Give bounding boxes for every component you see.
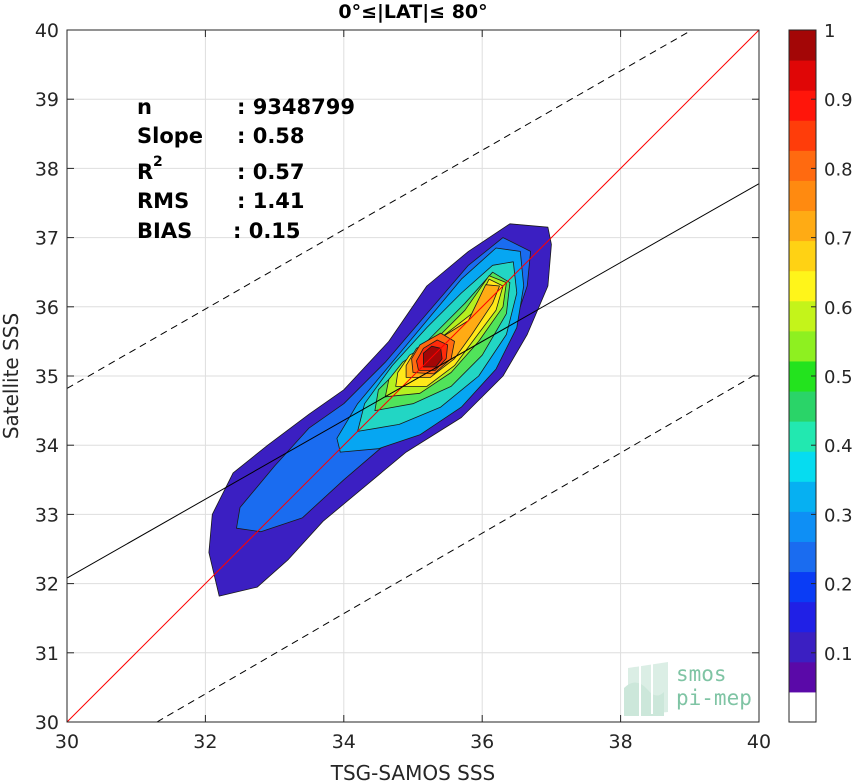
stat-value-n: : 9348799 xyxy=(237,95,355,119)
colorbar-segment-15 xyxy=(789,240,816,272)
y-tick-label-3: 33 xyxy=(35,504,59,526)
colorbar-tick-label-3: 0.4 xyxy=(824,436,853,457)
y-tick-label-1: 31 xyxy=(35,643,59,665)
colorbar: 0.1 0.2 0.3 0.4 0.5 0.6 0.7 0.8 0.9 1 xyxy=(788,21,853,723)
x-tick-label-3: 36 xyxy=(470,731,494,753)
colorbar-segment-20 xyxy=(789,90,816,121)
stats-box: n : 9348799 Slope : 0.58 R 2 : 0.57 RMS … xyxy=(137,95,355,243)
stat-sup-r2: 2 xyxy=(153,154,163,170)
chart-title: 0°≤|LAT|≤ 80° xyxy=(338,1,487,23)
colorbar-tick-label-9: 1 xyxy=(824,21,835,42)
colorbar-segment-4 xyxy=(789,571,816,603)
stat-key-r2: R xyxy=(137,160,153,184)
stat-value-rms: : 1.41 xyxy=(237,189,305,213)
y-tick-label-0: 30 xyxy=(35,712,59,734)
colorbar-tick-label-6: 0.7 xyxy=(824,229,853,250)
axis-ticks: 30 32 34 36 38 40 30 31 32 33 34 35 36 37 38 39 40 xyxy=(35,20,771,753)
logo-text-line1: smos xyxy=(676,662,727,686)
stat-value-slope: : 0.58 xyxy=(237,124,305,148)
colorbar-segment-13 xyxy=(789,300,816,332)
colorbar-tick-label-5: 0.6 xyxy=(824,298,853,319)
x-tick-label-0: 30 xyxy=(55,731,79,753)
colorbar-segment-14 xyxy=(789,270,816,302)
stat-value-r2: : 0.57 xyxy=(237,160,305,184)
colorbar-tick-label-0: 0.1 xyxy=(824,644,853,665)
colorbar-tick-label-1: 0.2 xyxy=(824,575,853,596)
colorbar-segment-12 xyxy=(789,330,816,362)
stat-value-bias: : 0.15 xyxy=(233,219,301,243)
colorbar-segment-16 xyxy=(789,210,816,242)
colorbar-segment-8 xyxy=(789,451,816,482)
y-axis-label: Satellite SSS xyxy=(0,313,23,439)
stat-key-rms: RMS xyxy=(137,189,189,213)
colorbar-tick-label-8: 0.9 xyxy=(824,90,853,111)
y-tick-label-8: 38 xyxy=(35,158,59,180)
colorbar-segment-2 xyxy=(789,631,816,663)
x-axis-label: TSG-SAMOS SSS xyxy=(330,761,496,784)
stat-key-n: n xyxy=(137,95,152,119)
colorbar-segment-6 xyxy=(789,511,816,542)
colorbar-segment-0 xyxy=(789,691,816,723)
colorbar-segment-9 xyxy=(789,421,816,452)
y-tick-label-10: 40 xyxy=(35,20,59,42)
regression-line xyxy=(67,183,759,579)
colorbar-segment-3 xyxy=(789,601,816,633)
x-tick-label-2: 34 xyxy=(332,731,356,753)
y-tick-label-6: 36 xyxy=(35,297,59,319)
y-tick-label-2: 32 xyxy=(35,574,59,596)
colorbar-tick-label-7: 0.8 xyxy=(824,159,853,180)
identity-line xyxy=(67,30,759,722)
density-contours xyxy=(208,223,552,597)
x-tick-label-1: 32 xyxy=(193,731,217,753)
stat-key-bias: BIAS xyxy=(137,219,192,243)
smos-pi-mep-logo: smos pi-mep xyxy=(624,662,752,716)
reference-lines xyxy=(67,30,759,722)
colorbar-tick-label-4: 0.5 xyxy=(824,367,853,388)
colorbar-segment-5 xyxy=(789,541,816,573)
colorbar-segment-1 xyxy=(789,661,816,693)
colorbar-segment-18 xyxy=(789,150,816,181)
colorbar-tick-label-2: 0.3 xyxy=(824,505,853,526)
y-tick-label-5: 35 xyxy=(35,366,59,388)
colorbar-segment-10 xyxy=(789,391,816,422)
y-tick-label-7: 37 xyxy=(35,228,59,250)
colorbar-segment-7 xyxy=(789,481,816,512)
logo-text-line2: pi-mep xyxy=(676,686,752,710)
colorbar-segment-19 xyxy=(789,120,816,151)
upper-bound-line xyxy=(67,30,693,389)
colorbar-segment-21 xyxy=(789,60,816,91)
y-tick-label-4: 34 xyxy=(35,435,59,457)
y-tick-label-9: 39 xyxy=(35,89,59,111)
logo-wave-icon xyxy=(624,662,668,716)
lower-bound-line xyxy=(156,372,759,722)
x-tick-label-5: 40 xyxy=(747,731,771,753)
x-tick-label-4: 38 xyxy=(609,731,633,753)
colorbar-segment-22 xyxy=(789,30,816,61)
colorbar-segment-17 xyxy=(789,180,816,212)
stat-key-slope: Slope xyxy=(137,124,203,148)
